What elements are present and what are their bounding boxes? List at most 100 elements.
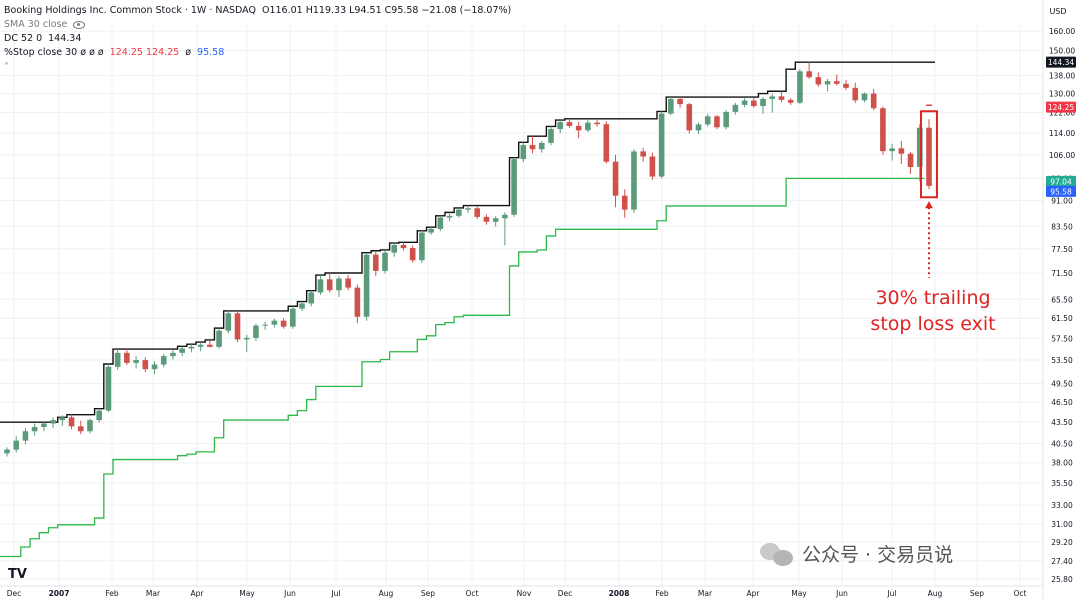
- candle-body: [382, 252, 388, 271]
- candle-body: [188, 346, 195, 349]
- y-tick-label: 83.50: [1051, 222, 1073, 231]
- legend-dc-row[interactable]: DC 52 0 144.34: [4, 32, 511, 46]
- candle: [649, 152, 656, 180]
- collapse-legend-icon[interactable]: ˄: [4, 61, 9, 73]
- candle-body: [207, 344, 213, 347]
- candle-body: [483, 216, 490, 222]
- candle: [363, 252, 370, 321]
- candle: [760, 97, 766, 114]
- candle: [299, 301, 305, 311]
- candle: [437, 215, 444, 232]
- candle: [31, 423, 38, 436]
- candle-body: [133, 360, 139, 363]
- candle-body: [262, 324, 268, 326]
- candle: [50, 417, 56, 428]
- y-tick-label: 65.50: [1051, 295, 1073, 304]
- candle: [916, 123, 923, 182]
- candle: [852, 82, 859, 103]
- y-tick-label: 46.50: [1051, 398, 1073, 407]
- candle: [151, 361, 158, 375]
- candle-body: [77, 426, 84, 432]
- stop-values-red: 124.25 124.25: [109, 46, 180, 58]
- candle: [124, 349, 130, 366]
- candle-body: [336, 278, 342, 291]
- candle-body: [778, 96, 785, 100]
- candle: [455, 207, 462, 218]
- y-tick-label: 29.20: [1051, 538, 1073, 547]
- stop-value-blue: 95.58: [197, 46, 225, 58]
- candle-body: [502, 214, 508, 219]
- candle: [87, 418, 93, 434]
- candle-body: [566, 122, 573, 126]
- candle-body: [290, 308, 296, 327]
- watermark-text: 公众号 · 交易员说: [802, 544, 954, 566]
- candle: [492, 216, 499, 227]
- candle-body: [465, 208, 471, 210]
- candle: [373, 250, 379, 276]
- y-tick-label: 53.50: [1051, 356, 1073, 365]
- candle-body: [686, 104, 693, 131]
- candle-body: [151, 364, 158, 370]
- candle-body: [723, 111, 729, 128]
- candle: [317, 275, 324, 295]
- candle: [575, 121, 582, 139]
- y-tick-label: 33.00: [1051, 501, 1073, 510]
- legend-symbol-row[interactable]: Booking Holdings Inc. Common Stock · 1W …: [4, 4, 511, 18]
- candle: [585, 120, 591, 132]
- candle: [714, 115, 720, 130]
- symbol-title[interactable]: Booking Holdings Inc. Common Stock · 1W …: [4, 4, 256, 16]
- candle: [197, 342, 204, 352]
- candle-body: [179, 348, 185, 353]
- price-tag-value: 124.25: [1048, 103, 1074, 112]
- candle-body: [160, 356, 167, 365]
- stop-label: %Stop close 30 ø ø ø: [4, 46, 104, 58]
- candle-body: [640, 151, 646, 157]
- y-tick-label: 114.00: [1049, 129, 1075, 138]
- tradingview-logo[interactable]: TV: [8, 567, 27, 582]
- candle: [428, 227, 434, 235]
- candle-body: [870, 93, 877, 109]
- candle: [778, 91, 785, 102]
- x-tick-label: 2007: [49, 589, 70, 598]
- candle-body: [751, 100, 757, 107]
- candle: [234, 310, 241, 343]
- eye-icon[interactable]: [73, 21, 86, 29]
- annotation-line-1: 30% trailing: [875, 287, 990, 309]
- candle-body: [50, 420, 56, 424]
- candle: [704, 113, 711, 127]
- candle: [133, 356, 139, 369]
- candle-body: [455, 209, 462, 216]
- candle-body: [538, 142, 545, 150]
- candle-body: [105, 366, 112, 411]
- x-tick-label: Oct: [466, 589, 479, 598]
- candle: [548, 126, 554, 146]
- candle: [216, 328, 222, 349]
- y-tick-label: 130.00: [1049, 90, 1075, 99]
- candle: [631, 149, 637, 214]
- candle-body: [520, 145, 527, 160]
- candle-body: [898, 148, 905, 154]
- candle: [870, 88, 877, 111]
- candle-body: [391, 244, 398, 253]
- candle: [243, 334, 250, 352]
- legend-stop-row[interactable]: %Stop close 30 ø ø ø 124.25 124.25 ø 95.…: [4, 46, 511, 60]
- y-tick-label: 57.50: [1051, 334, 1073, 343]
- candle-body: [170, 352, 176, 357]
- candle: [382, 249, 388, 274]
- exit-highlight-box: [920, 110, 938, 199]
- stop-sym: ø: [185, 46, 192, 58]
- legend-sma-row[interactable]: SMA 30 close: [4, 18, 511, 32]
- candle-body: [732, 104, 739, 112]
- candle-body: [280, 320, 287, 327]
- currency-label[interactable]: USD: [1049, 7, 1066, 16]
- x-tick-label: Sep: [421, 589, 435, 598]
- candle-body: [511, 159, 517, 215]
- candle-body: [22, 431, 29, 441]
- y-tick-label: 122.00: [1049, 109, 1075, 118]
- candle-body: [843, 83, 849, 88]
- candle: [68, 414, 75, 430]
- candle: [225, 310, 232, 334]
- y-axis-labels: 160.00 150.00 138.00 130.00 122.00 114.00 106.…: [1049, 27, 1075, 584]
